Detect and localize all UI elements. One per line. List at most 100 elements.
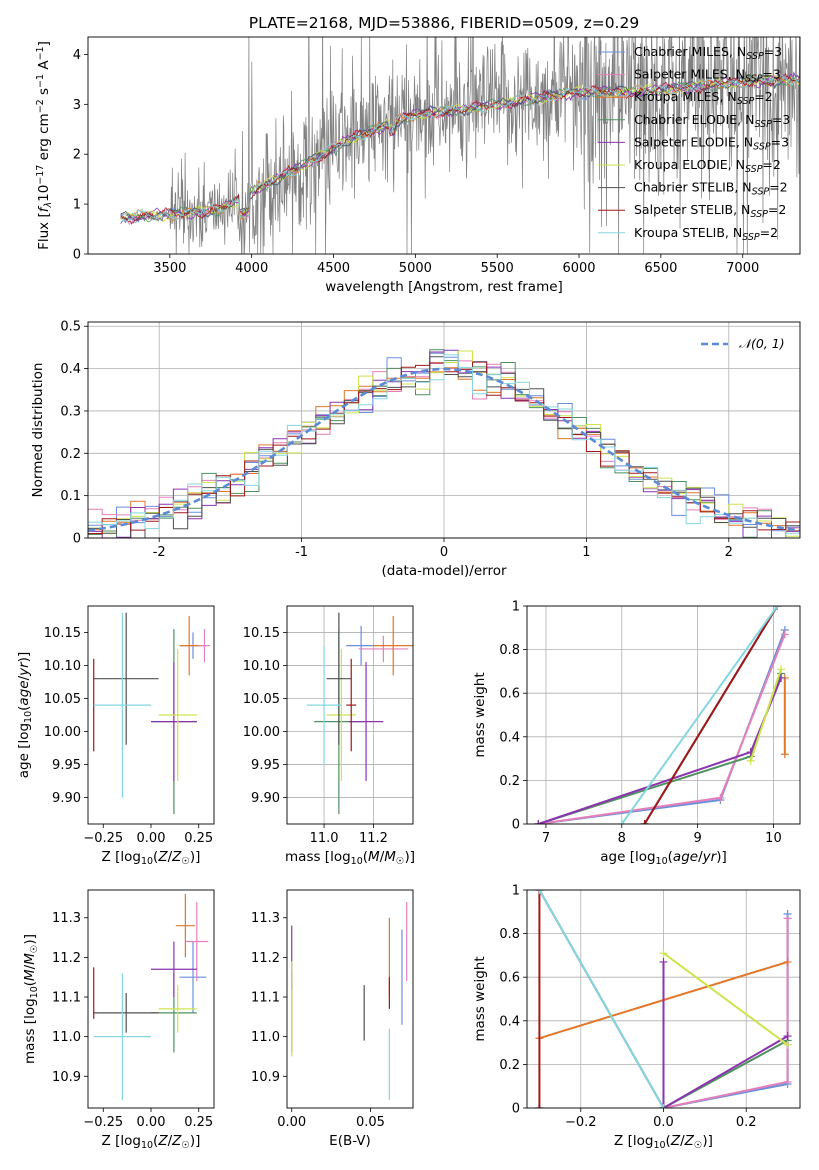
legend-label: Salpeter ELODIE, NSSP=3 (634, 134, 789, 152)
label-part: mass weight (472, 672, 488, 757)
label-part: ( (22, 981, 38, 986)
error-bar-point (346, 625, 376, 666)
label-part: SSP (745, 74, 763, 85)
label-part: Z (171, 1133, 182, 1149)
weight_vs_Z-plot-area (535, 890, 792, 1108)
label-part: yr (702, 849, 718, 865)
plus-marker (617, 820, 626, 824)
label-part: Z (670, 1133, 681, 1149)
label-part: SSP (746, 51, 764, 62)
y-tick-label: 0.1 (60, 489, 81, 504)
error-bar-point (158, 648, 197, 782)
x-tick-label: 8 (618, 831, 626, 846)
y-axis-label: Normed distribution (30, 363, 46, 498)
label-part: SSP (737, 96, 755, 107)
x-tick-label: 2 (725, 545, 733, 560)
x-tick-label: 0.00 (277, 1115, 306, 1130)
label-part: Flux [ (36, 212, 52, 250)
legend-label: Salpeter STELIB, NSSP=2 (634, 202, 786, 220)
gaussian-reference-curve (88, 367, 800, 532)
label-part: yr (16, 661, 32, 677)
label-part: =2 (760, 225, 778, 240)
label-part: )] (716, 849, 727, 865)
model-spectrum-line (120, 75, 800, 222)
plus-marker (783, 1077, 792, 1086)
label-part: =2 (769, 180, 787, 195)
label-part: SSP (754, 119, 772, 130)
mass-weight-line (538, 673, 782, 824)
label-part: Chabrier STELIB, N (634, 180, 752, 195)
label-part: Salpeter STELIB, N (634, 202, 750, 217)
label-part: Z [log (102, 1133, 141, 1149)
label-part: 10 (656, 856, 668, 867)
y-tick-label: 11.2 (251, 951, 280, 966)
error-bar-point (179, 615, 199, 676)
label-part: age (673, 849, 698, 865)
y-tick-label: 2 (73, 148, 81, 163)
model-spectrum-line (120, 73, 800, 223)
y-tick-label: 0 (73, 532, 81, 547)
plus-marker (783, 1040, 792, 1049)
label-part: Normed distribution (30, 363, 46, 498)
y-tick-label: 0.2 (499, 774, 520, 789)
mass-weight-line (749, 668, 782, 762)
legend-label: 𝒩(0, 1) (739, 336, 785, 351)
label-part: age [log (600, 849, 655, 865)
weight_vs_age-plot-area (534, 606, 789, 824)
y-tick-label: 9.90 (251, 791, 280, 806)
label-part: ( (16, 706, 32, 711)
error-bar-point (93, 612, 151, 798)
y-tick-label: 10.10 (44, 659, 81, 674)
label-part: / (380, 849, 385, 865)
y-axis-label: mass weight (472, 672, 488, 757)
plus-marker (640, 820, 649, 824)
error-bar-point (93, 993, 159, 1033)
label-part: Chabrier ELODIE, N (634, 112, 754, 127)
y-tick-label: 11.2 (52, 951, 81, 966)
label-part: mass [log (285, 849, 351, 865)
label-part: Kroupa MILES, N (634, 89, 737, 104)
error-bar-point (179, 941, 207, 1013)
x-axis-label: Z [log10(Z/Z☉)] (102, 1133, 201, 1151)
label-part: Z (157, 849, 168, 865)
label-part: =2 (762, 157, 780, 172)
y-tick-label: 11.1 (251, 991, 280, 1006)
y-tick-label: 11.0 (52, 1030, 81, 1045)
y-tick-label: 1 (512, 884, 520, 899)
y-tick-label: 9.95 (52, 758, 81, 773)
label-part: )] (190, 1133, 201, 1149)
y-tick-label: 0 (512, 1102, 520, 1117)
label-part: Z [log (614, 1133, 653, 1149)
mass-weight-line (663, 914, 789, 1108)
label-part: )] (16, 652, 32, 663)
mass-weight-line (663, 918, 789, 1108)
label-part: =3 (762, 67, 780, 82)
x-tick-label: 9 (693, 831, 701, 846)
x-tick-label: 7000 (726, 261, 759, 276)
x-tick-label: −0.25 (83, 1115, 123, 1130)
error-bar-point (348, 662, 384, 782)
residual-histogram-step (88, 354, 800, 538)
y-axis-label: mass weight (472, 956, 488, 1041)
residuals-panel: -2 -1 0 1 2 0 0.1 0.2 0.3 0.4 0.5 𝒩(0, 1) (data-mode… (30, 320, 801, 579)
label-part: Salpeter MILES, N (634, 67, 745, 82)
label-part: / (680, 1133, 685, 1149)
x-tick-label: 0.0 (653, 1115, 674, 1130)
x-tick-label: 0.05 (356, 1115, 385, 1130)
y-tick-label: 0.8 (499, 927, 520, 942)
x-tick-label: 0.00 (137, 1115, 166, 1130)
error-bar-point (346, 658, 357, 752)
label-part: / (698, 849, 703, 865)
x-tick-label: 4000 (235, 261, 268, 276)
mass-weight-line (643, 606, 779, 824)
y-tick-label: 4 (73, 48, 81, 63)
label-part: Z (684, 1133, 695, 1149)
mass-weight-line (620, 606, 779, 824)
mass_vs_Z-plot-area (93, 893, 209, 1101)
plus-marker (535, 1104, 544, 1108)
x-axis-label: Z [log10(Z/Z☉)] (614, 1133, 713, 1151)
label-part: 10 (653, 1140, 665, 1151)
y-tick-label: 1 (73, 198, 81, 213)
y-tick-label: 1 (512, 600, 520, 615)
